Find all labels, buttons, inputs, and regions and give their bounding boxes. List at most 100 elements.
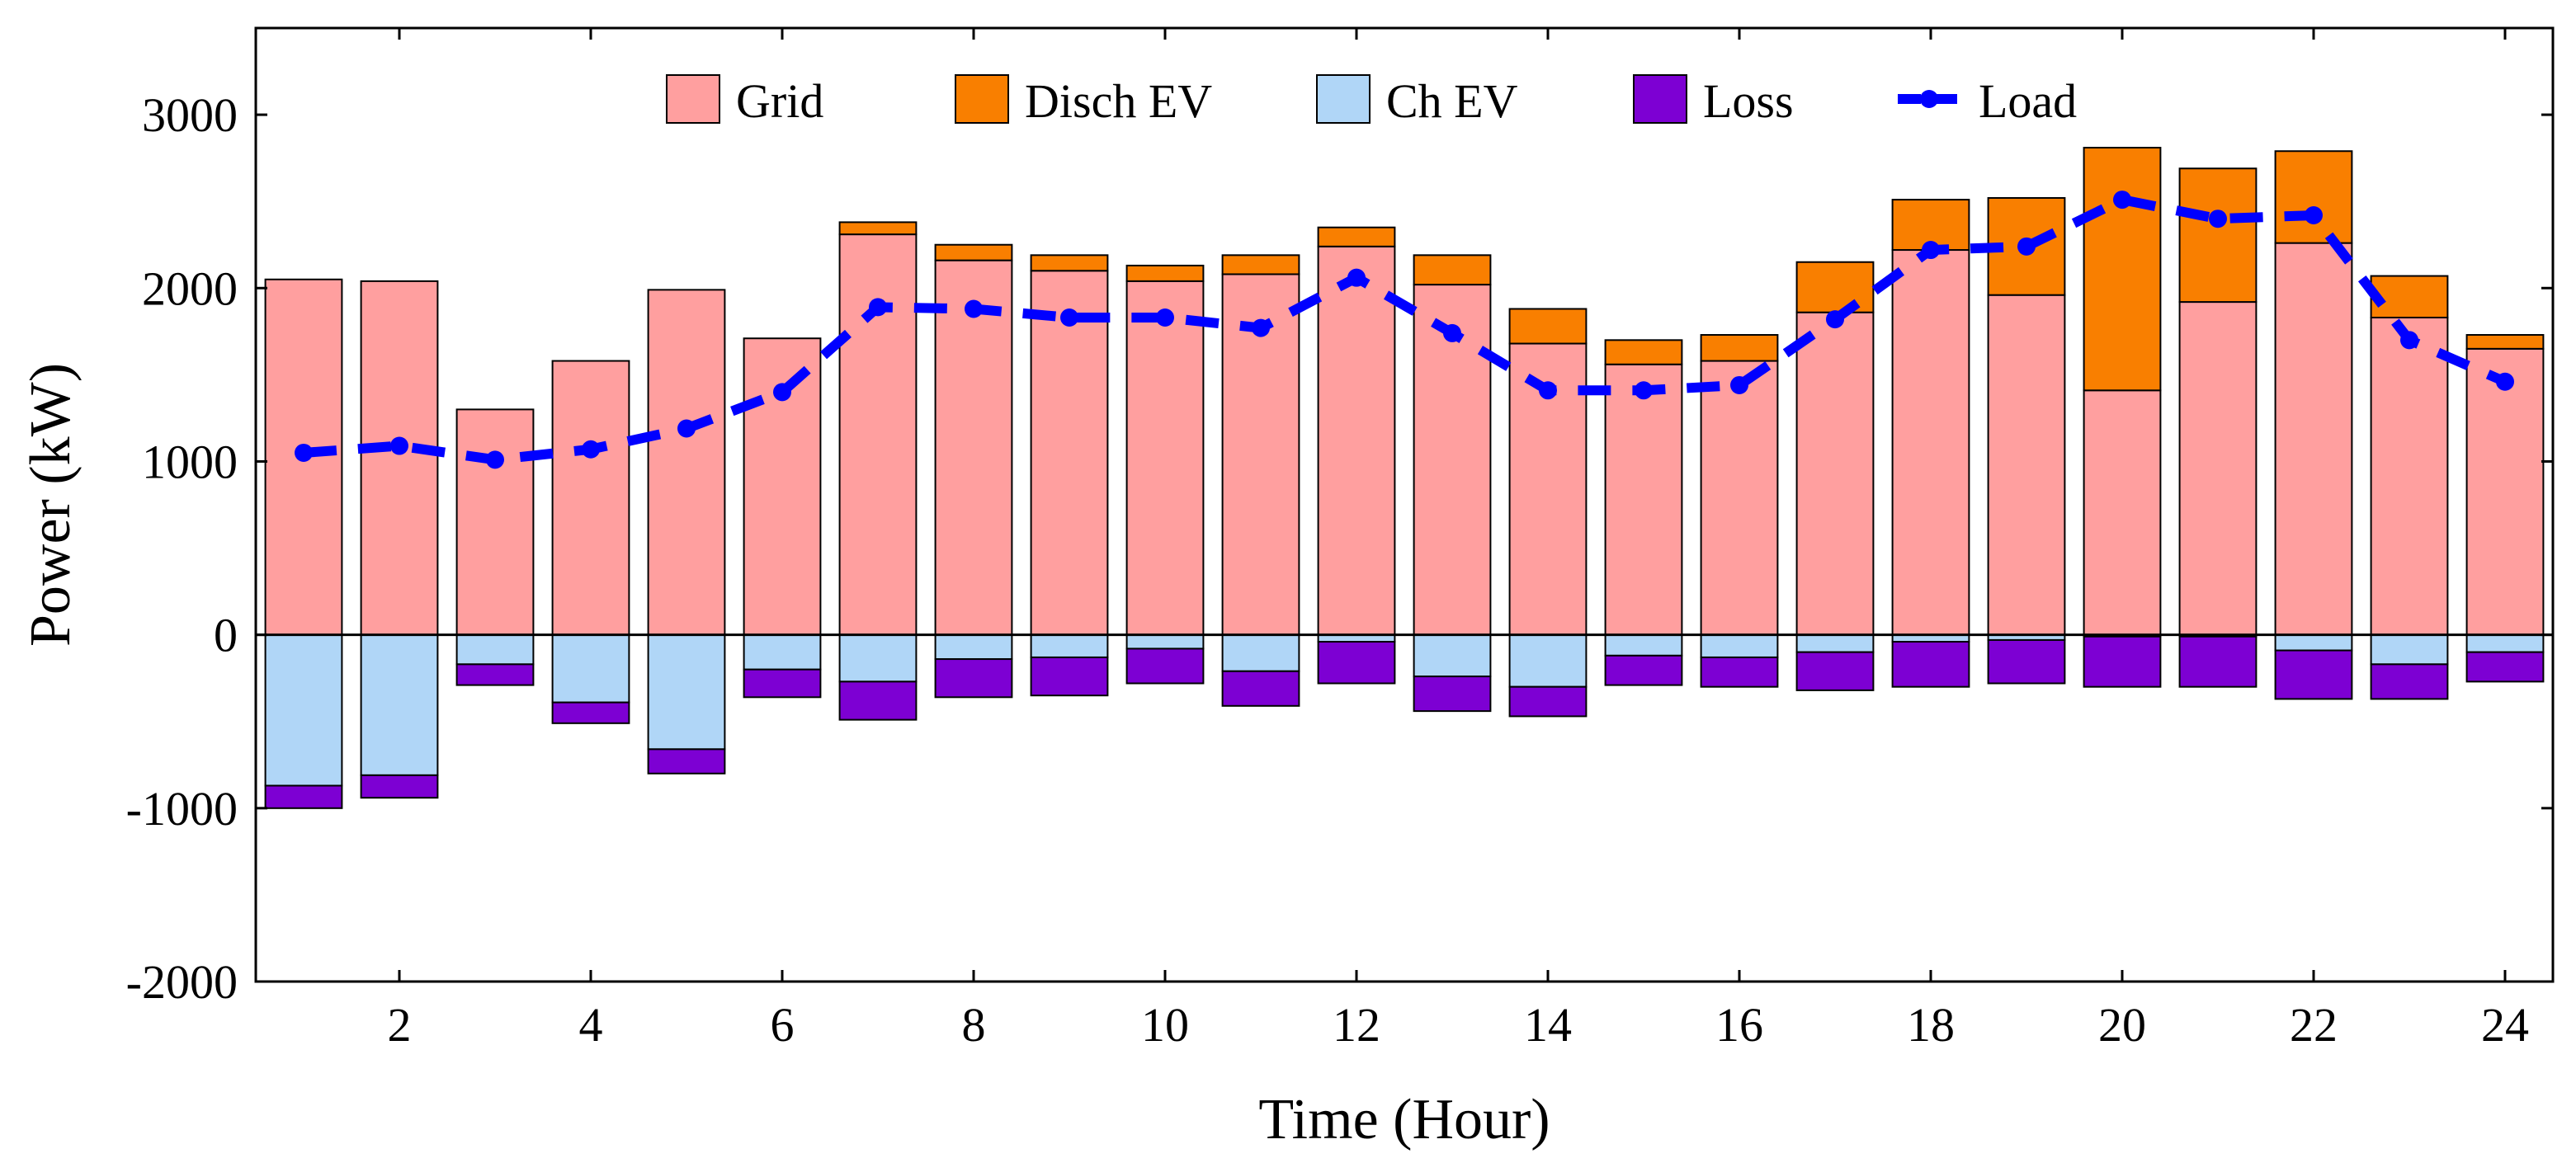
y-tick-label-2000: 2000 [142,261,238,315]
y-axis: -2000 -1000 0 1000 2000 3000 [126,88,2553,1009]
point-load-20 [2113,191,2131,210]
bar-disch-ev-9 [1030,254,1109,272]
bar-grid-5 [647,289,726,636]
point-load-4 [582,440,600,459]
bar-ch-ev-3 [455,633,535,666]
point-load-17 [1826,310,1844,329]
point-load-16 [1730,375,1748,394]
bar-grid-21 [2178,301,2258,636]
bar-ch-ev-9 [1030,633,1109,658]
bar-disch-ev-22 [2274,150,2353,244]
legend-swatch-disch-ev [955,74,1009,124]
bar-disch-ev-16 [1700,334,1779,362]
bar-ch-ev-2 [360,633,439,776]
bar-loss-16 [1700,656,1779,688]
bar-loss-12 [1317,641,1396,685]
bar-loss-21 [2178,635,2258,688]
legend-swatch-ch-ev [1316,74,1371,124]
bar-disch-ev-13 [1413,254,1492,286]
x-tick-label-14: 14 [1524,998,1572,1052]
bar-loss-4 [551,701,630,724]
x-tick-label-8: 8 [962,998,986,1052]
bar-loss-19 [1987,638,2066,685]
bar-loss-14 [1508,685,1588,718]
bar-disch-ev-7 [838,221,918,236]
y-tick-label-3000: 3000 [142,88,238,142]
bar-disch-ev-8 [934,243,1013,261]
bar-ch-ev-17 [1795,633,1875,653]
bar-disch-ev-12 [1317,226,1396,247]
bar-grid-13 [1413,284,1492,636]
bar-ch-ev-5 [647,633,726,751]
x-tick-label-24: 24 [2481,998,2529,1052]
legend: Grid Disch EV Ch EV Loss Load [666,74,2077,128]
bars-layer [264,147,2545,809]
bar-loss-18 [1891,641,1970,688]
bar-grid-19 [1987,294,2066,636]
bar-ch-ev-13 [1413,633,1492,678]
bar-grid-20 [2083,389,2162,636]
y-tick-label--2000: -2000 [126,955,238,1009]
x-tick-label-20: 20 [2098,998,2146,1052]
bar-loss-2 [360,774,439,799]
legend-marker-load [1920,90,1938,108]
legend-swatch-loss [1633,74,1687,124]
bar-loss-23 [2370,663,2449,700]
legend-label-grid: Grid [736,74,823,128]
bar-ch-ev-6 [743,633,822,671]
bar-ch-ev-23 [2370,633,2449,666]
y-tick-label-0: 0 [214,609,238,662]
bar-grid-17 [1795,311,1875,636]
x-tick-label-12: 12 [1333,998,1380,1052]
bar-grid-10 [1125,280,1205,636]
bar-loss-7 [838,680,918,721]
point-load-22 [2305,205,2323,224]
point-load-13 [1443,323,1461,342]
bar-grid-16 [1700,360,1779,636]
x-axis-title: Time (Hour) [1258,1088,1550,1151]
bar-grid-3 [455,408,535,636]
point-load-19 [2017,237,2036,256]
x-tick-label-6: 6 [771,998,795,1052]
bar-grid-6 [743,337,822,636]
point-load-23 [2400,331,2418,350]
point-load-15 [1635,381,1653,400]
point-load-7 [869,298,887,317]
point-load-8 [965,299,983,318]
bar-disch-ev-21 [2178,167,2258,304]
x-tick-label-22: 22 [2290,998,2338,1052]
bar-loss-10 [1125,647,1205,685]
bar-ch-ev-8 [934,633,1013,661]
point-load-10 [1156,308,1174,327]
point-load-3 [486,450,504,469]
bar-grid-7 [838,233,918,636]
bar-loss-13 [1413,676,1492,713]
bar-disch-ev-20 [2083,147,2162,392]
bar-grid-12 [1317,245,1396,636]
x-axis: 2 4 6 8 10 12 14 16 18 20 22 24 [388,28,2529,1052]
bar-ch-ev-11 [1221,633,1300,672]
bar-grid-8 [934,259,1013,636]
bar-ch-ev-14 [1508,633,1588,688]
bar-disch-ev-24 [2465,334,2545,350]
point-load-1 [295,443,313,462]
bar-disch-ev-15 [1604,339,1683,365]
x-tick-label-4: 4 [579,998,603,1052]
point-load-2 [390,436,408,455]
bar-ch-ev-16 [1700,633,1779,658]
bar-ch-ev-15 [1604,633,1683,657]
y-tick-label--1000: -1000 [126,782,238,836]
point-load-11 [1252,318,1270,337]
point-load-18 [1922,241,1940,260]
bar-grid-23 [2370,317,2449,636]
point-load-12 [1347,268,1366,287]
y-axis-title: Power (kW) [19,363,83,647]
bar-loss-5 [647,748,726,775]
bar-grid-15 [1604,363,1683,636]
x-tick-label-10: 10 [1141,998,1189,1052]
bar-loss-22 [2274,649,2353,700]
bar-grid-2 [360,280,439,636]
x-tick-label-16: 16 [1715,998,1763,1052]
x-tick-label-2: 2 [388,998,412,1052]
